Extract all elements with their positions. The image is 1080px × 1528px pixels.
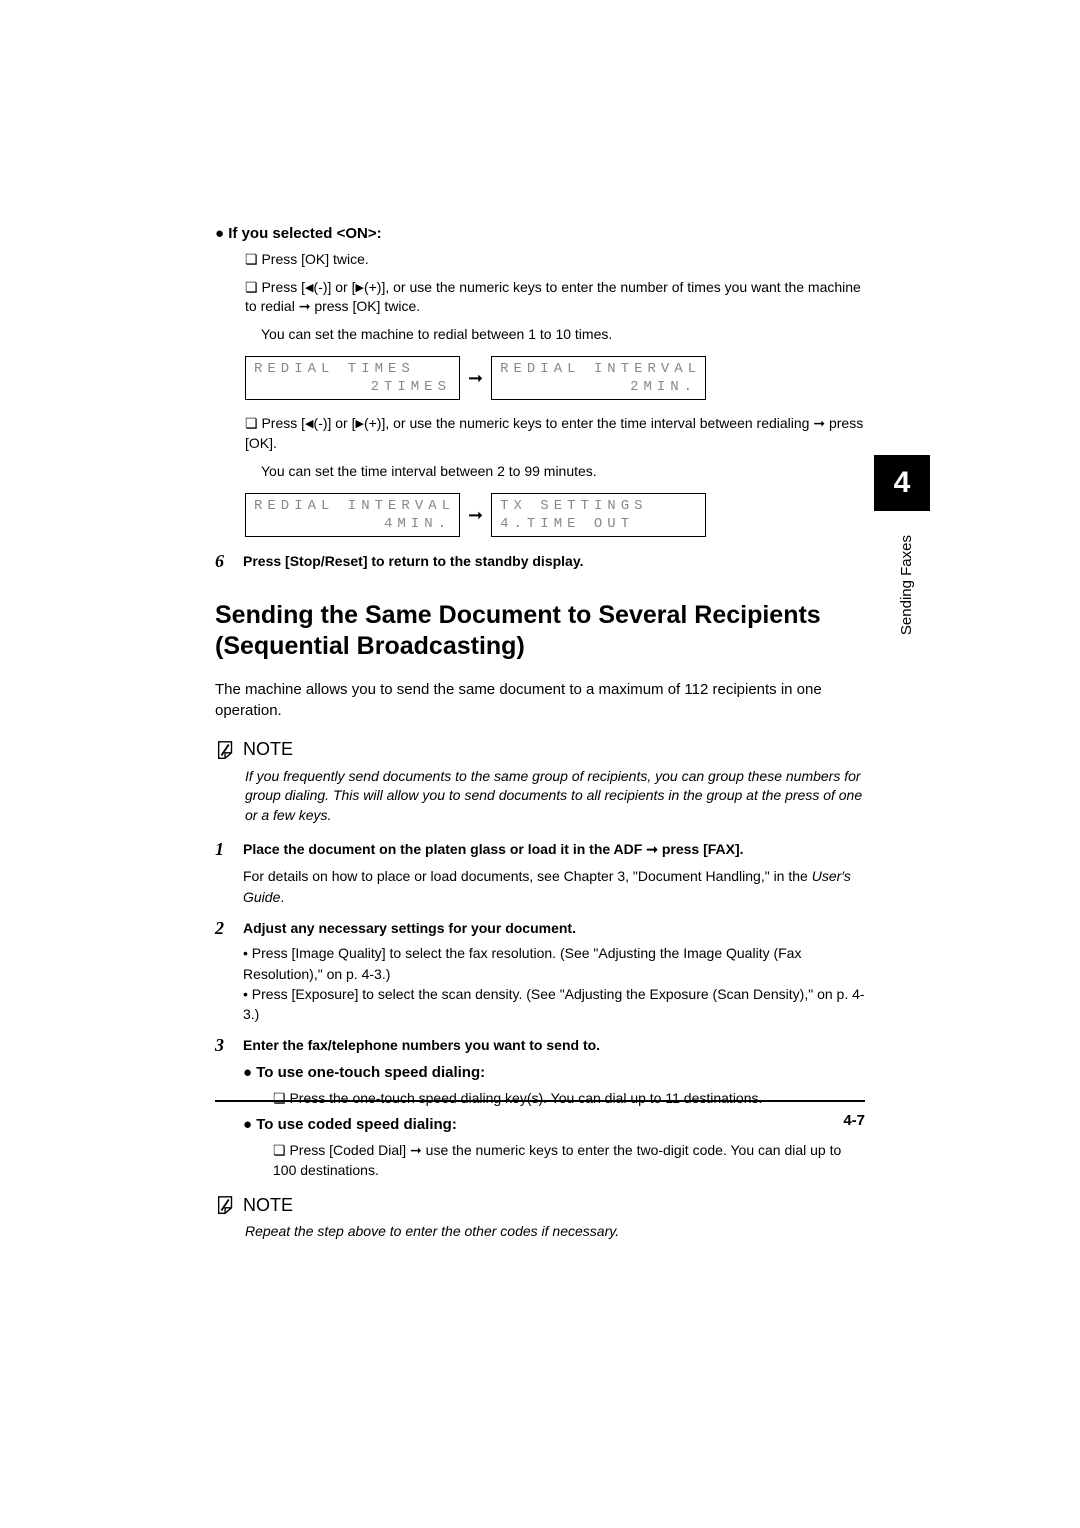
left-triangle-icon: ◀ [305,418,313,430]
one-touch-item: Press the one-touch speed dialing key(s)… [273,1089,865,1109]
if-on-heading: If you selected <ON>: [215,225,865,242]
intro-paragraph: The machine allows you to send the same … [215,679,865,721]
lcd-row-2: REDIAL INTERVAL 4MIN. ➞ TX SETTINGS 4.TI… [245,493,865,537]
step-1: 1 Place the document on the platen glass… [215,839,865,908]
press-ok-twice: Press [OK] twice. [245,250,865,270]
arrow-icon: ➞ [468,368,483,389]
step-3: 3 Enter the fax/telephone numbers you wa… [215,1035,865,1056]
note-icon [215,739,237,761]
redial-range-note: You can set the machine to redial betwee… [261,325,865,345]
lcd-tx-settings: TX SETTINGS 4.TIME OUT [491,493,706,537]
interval-range-note: You can set the time interval between 2 … [261,462,865,482]
coded-item: Press [Coded Dial] ➞ use the numeric key… [273,1141,865,1180]
step-6: 6 Press [Stop/Reset] to return to the st… [215,551,865,572]
lcd-redial-times: REDIAL TIMES 2TIMES [245,356,460,400]
right-triangle-icon: ▶ [356,282,364,294]
right-triangle-icon: ▶ [356,418,364,430]
note-icon [215,1194,237,1216]
lcd-row-1: REDIAL TIMES 2TIMES ➞ REDIAL INTERVAL 2M… [245,356,865,400]
interval-instruction: Press [◀(-)] or [▶(+)], or use the numer… [245,414,865,453]
arrow-icon: ➞ [468,505,483,526]
footer-rule [215,1100,865,1102]
one-touch-heading: To use one-touch speed dialing: [243,1064,865,1081]
note-heading-1: NOTE [215,739,865,761]
side-label: Sending Faxes [898,535,915,635]
redial-times-instruction: Press [◀(-)] or [▶(+)], or use the numer… [245,278,865,317]
note-heading-2: NOTE [215,1194,865,1216]
chapter-tab: 4 [874,455,930,511]
page-number: 4-7 [843,1112,865,1129]
note-1-body: If you frequently send documents to the … [245,767,865,826]
note-2-body: Repeat the step above to enter the other… [245,1222,865,1242]
step-2: 2 Adjust any necessary settings for your… [215,918,865,1024]
coded-heading: To use coded speed dialing: [243,1116,865,1133]
lcd-redial-interval-2: REDIAL INTERVAL 4MIN. [245,493,460,537]
section-heading: Sending the Same Document to Several Rec… [215,600,865,663]
left-triangle-icon: ◀ [305,282,313,294]
lcd-redial-interval: REDIAL INTERVAL 2MIN. [491,356,706,400]
page: If you selected <ON>: Press [OK] twice. … [0,0,1080,1528]
